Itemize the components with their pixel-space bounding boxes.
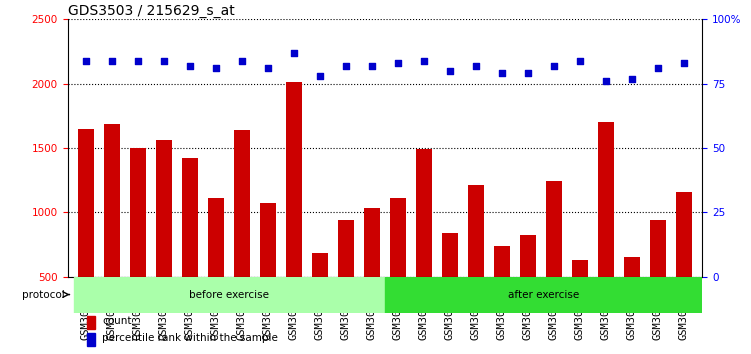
Point	[340, 63, 352, 69]
Point	[652, 65, 664, 71]
Point	[132, 58, 144, 63]
Point	[184, 63, 196, 69]
Bar	[286, 82, 302, 341]
Point	[314, 73, 326, 79]
Point	[626, 76, 638, 81]
Point	[496, 71, 508, 76]
Bar	[104, 124, 119, 341]
Bar	[546, 182, 562, 341]
Bar	[86, 333, 95, 347]
Bar	[86, 316, 95, 330]
Bar	[416, 149, 432, 341]
Point	[288, 50, 300, 56]
Bar	[234, 130, 249, 341]
Bar	[650, 220, 666, 341]
Text: after exercise: after exercise	[508, 290, 579, 299]
Bar	[676, 192, 692, 341]
Bar	[312, 253, 327, 341]
Point	[548, 63, 560, 69]
Bar	[364, 209, 380, 341]
Bar	[385, 276, 702, 313]
Bar	[78, 129, 94, 341]
Point	[262, 65, 274, 71]
Point	[600, 78, 612, 84]
Point	[80, 58, 92, 63]
Bar	[624, 257, 640, 341]
Text: protocol: protocol	[22, 290, 65, 299]
Point	[470, 63, 482, 69]
Point	[158, 58, 170, 63]
Bar	[182, 158, 198, 341]
Point	[106, 58, 118, 63]
Point	[210, 65, 222, 71]
Bar	[572, 260, 588, 341]
Bar	[442, 233, 457, 341]
Point	[444, 68, 456, 74]
Point	[418, 58, 430, 63]
Point	[392, 60, 404, 66]
Text: count: count	[102, 316, 132, 326]
Point	[678, 60, 690, 66]
Point	[236, 58, 248, 63]
Bar	[156, 140, 172, 341]
Text: before exercise: before exercise	[189, 290, 270, 299]
Bar	[208, 198, 224, 341]
Bar	[260, 203, 276, 341]
Point	[574, 58, 586, 63]
Bar	[130, 148, 146, 341]
Point	[366, 63, 378, 69]
Bar	[74, 276, 385, 313]
Point	[522, 71, 534, 76]
Bar	[598, 122, 614, 341]
Text: GDS3503 / 215629_s_at: GDS3503 / 215629_s_at	[68, 5, 234, 18]
Bar	[390, 198, 406, 341]
Bar	[338, 220, 354, 341]
Bar	[520, 235, 535, 341]
Bar	[468, 185, 484, 341]
Bar	[494, 246, 510, 341]
Text: percentile rank within the sample: percentile rank within the sample	[102, 333, 279, 343]
